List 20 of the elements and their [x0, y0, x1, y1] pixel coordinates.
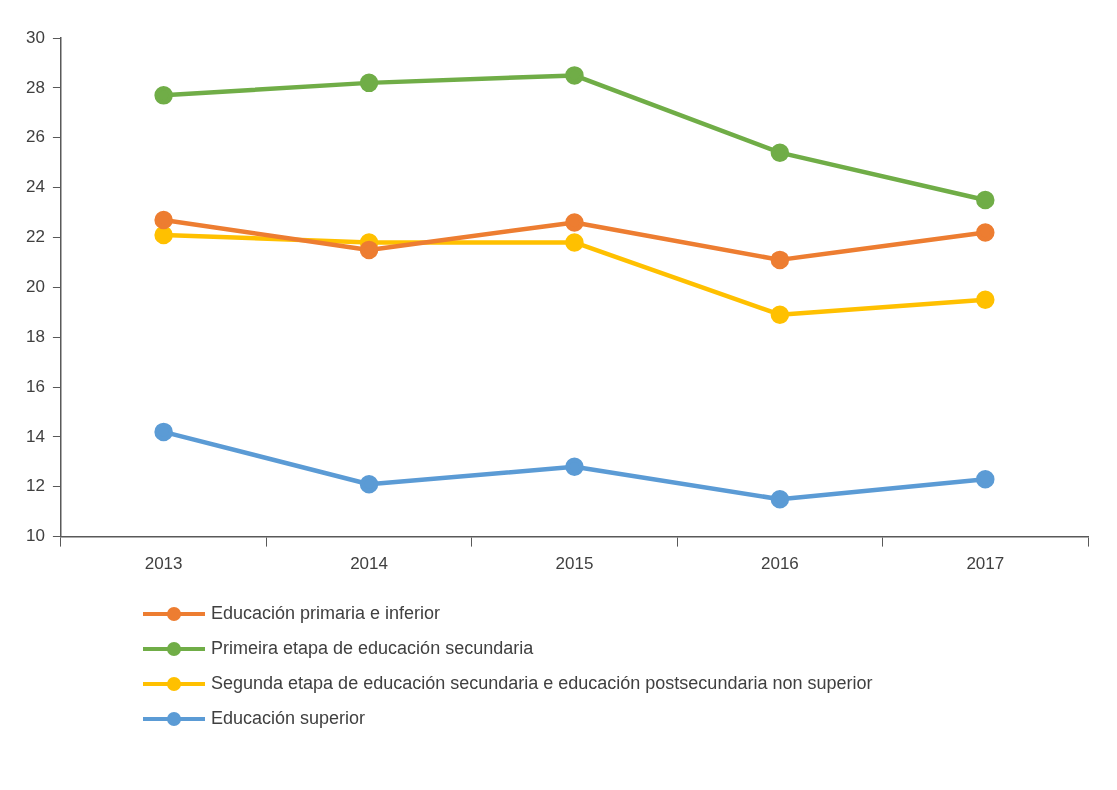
x-tick-label: 2016 — [760, 554, 799, 574]
y-tick-label: 30 — [25, 27, 45, 47]
legend-label: Educación primaria e inferior — [211, 603, 441, 624]
y-tick-label: 22 — [25, 227, 45, 247]
y-tick-label: 12 — [25, 476, 45, 496]
y-tick-label: 14 — [25, 426, 45, 446]
y-tick-label: 10 — [25, 526, 45, 546]
legend-label: Segunda etapa de educación secundaria e educación postsecundaria non superior — [211, 673, 873, 694]
y-tick-label: 24 — [25, 177, 45, 197]
legend-label: Educación superior — [211, 708, 366, 729]
y-tick-label: 28 — [25, 77, 45, 97]
legend-label: Primeira etapa de educación secundaria — [211, 638, 534, 659]
y-tick-label: 26 — [25, 127, 45, 147]
x-tick-label: 2013 — [144, 554, 183, 574]
y-tick-label: 20 — [25, 276, 45, 296]
x-tick-label: 2017 — [966, 554, 1005, 574]
y-tick-label: 16 — [25, 376, 45, 396]
x-tick-label: 2015 — [555, 554, 594, 574]
x-tick-label: 2014 — [350, 554, 388, 574]
y-tick-label: 18 — [25, 326, 45, 346]
